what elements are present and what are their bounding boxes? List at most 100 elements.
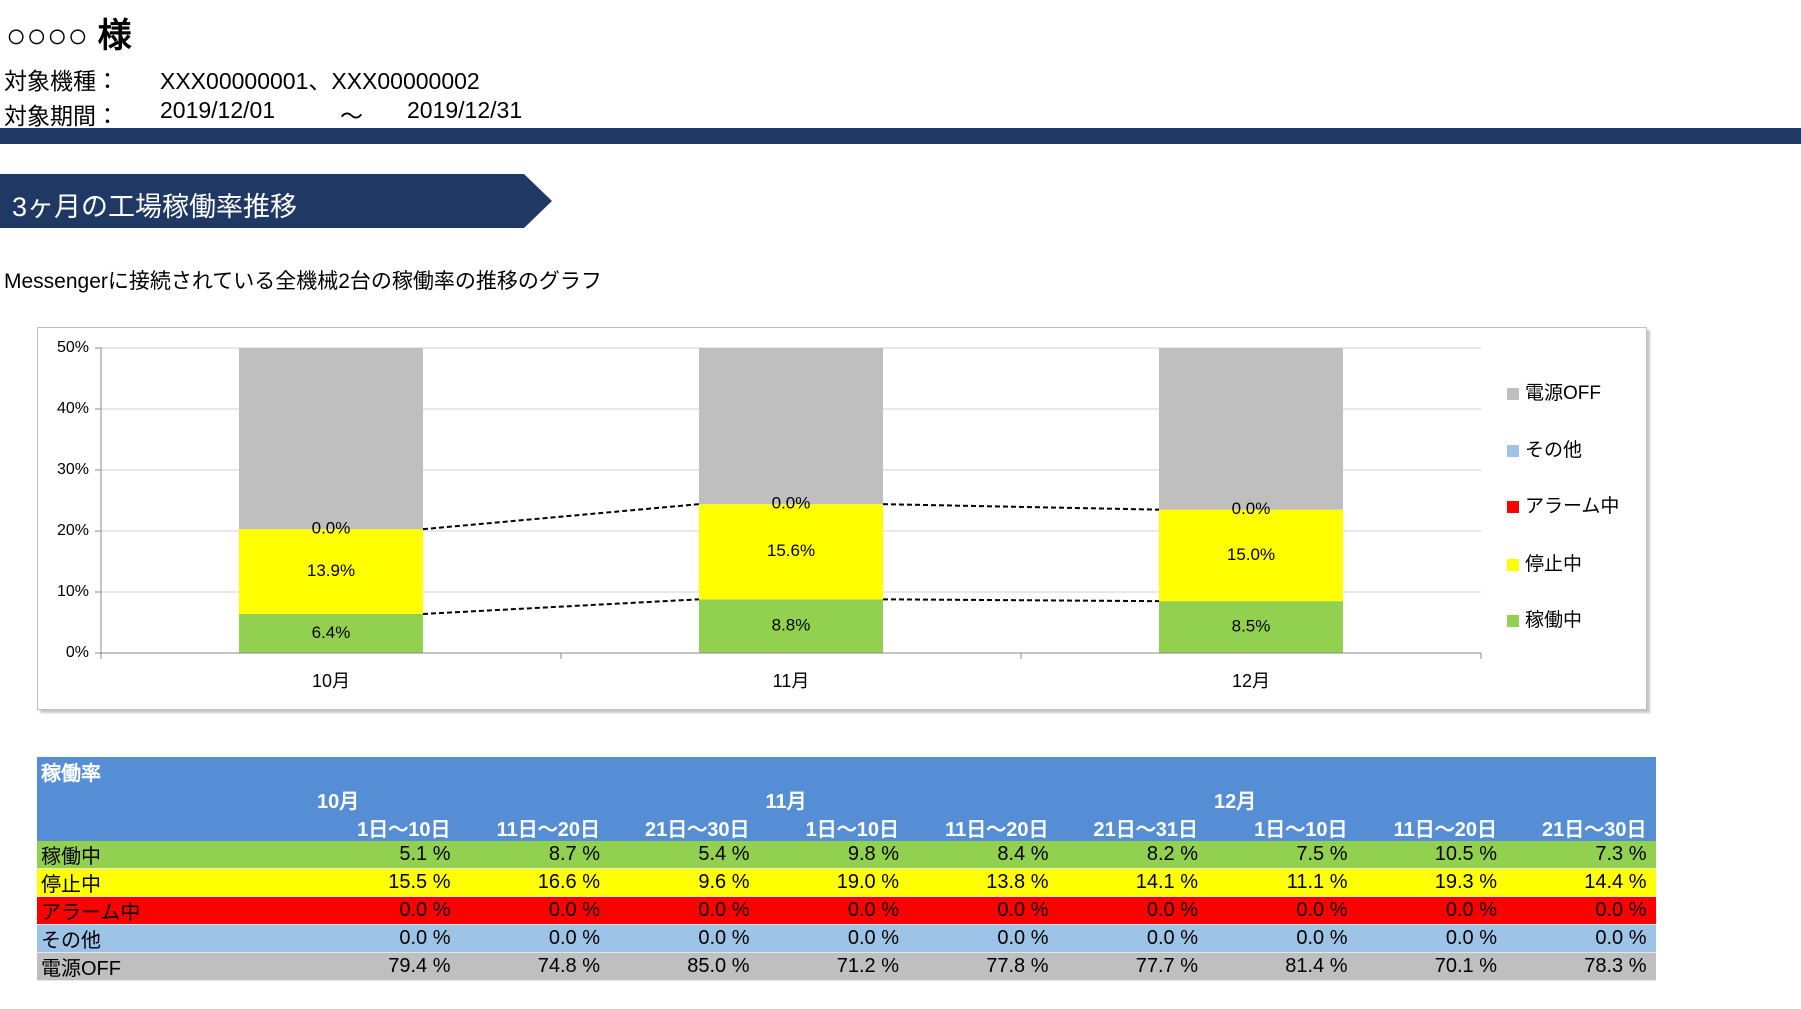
cell: 0.0 % <box>399 927 451 949</box>
bar-segment <box>1159 509 1343 602</box>
cell: 7.5 % <box>1296 843 1348 865</box>
data-label: 0.0% <box>312 519 351 538</box>
y-tick-label: 20% <box>57 522 89 539</box>
legend-swatch <box>1507 559 1519 571</box>
data-label: 15.6% <box>767 541 815 560</box>
period-header: 1日～10日 <box>1254 818 1348 841</box>
cell: 14.4 % <box>1584 871 1647 893</box>
value: XXX00000001、XXX00000002 <box>160 68 480 94</box>
cell: 19.0 % <box>836 871 899 893</box>
label: 対象期間： <box>4 103 119 129</box>
value: 2019/12/01 <box>160 97 276 123</box>
bar-segment <box>1159 601 1343 653</box>
cell: 0.0 % <box>1595 927 1647 949</box>
period-header: 1日～10日 <box>357 818 451 841</box>
section-title: 3ヶ月の工場稼働率推移 <box>12 192 298 222</box>
cell: 15.5 % <box>388 871 451 893</box>
bar-segment <box>239 613 423 653</box>
legend-label: 稼働中 <box>1525 609 1582 631</box>
x-tick-label: 10月 <box>312 671 350 691</box>
cell: 77.7 % <box>1135 955 1198 977</box>
data-row: アラーム中 0.0 % 0.0 % 0.0 % 0.0 % 0.0 % 0.0 % 0.0 %… <box>37 897 1656 925</box>
cell: 0.0 % <box>847 927 899 949</box>
period-header: 21日～30日 <box>1542 818 1647 841</box>
data-label: 0.0% <box>1232 499 1271 518</box>
period-row: 1日～10日 11日～20日 21日～30日 1日～10日 11日～20日 21日～31日… <box>37 813 1656 841</box>
cell: 9.8 % <box>847 843 899 865</box>
month-header: 12月 <box>1214 790 1257 813</box>
legend-label: その他 <box>1525 439 1582 461</box>
banner <box>0 174 552 228</box>
cell: 78.3 % <box>1584 955 1647 977</box>
legend-swatch <box>1507 388 1519 400</box>
cell: 13.8 % <box>986 871 1049 893</box>
period-header: 11日～20日 <box>1393 818 1497 841</box>
bar-segment <box>699 348 883 505</box>
trend-line <box>882 503 1160 511</box>
cell: 14.1 % <box>1135 871 1198 893</box>
cell: 7.3 % <box>1595 843 1647 865</box>
data-row: 稼働中 5.1 % 8.7 % 5.4 % 9.8 % 8.4 % 8.2 % 7.5 % 10… <box>37 841 1656 869</box>
bar-segment <box>239 529 423 614</box>
cell: 0.0 % <box>1445 899 1497 921</box>
period-header: 11日～20日 <box>945 818 1049 841</box>
cell: 0.0 % <box>399 899 451 921</box>
description: Messengerに接続されている全機械2台の稼働率の推移のグラフ <box>4 270 602 293</box>
cell: 70.1 % <box>1434 955 1497 977</box>
data-label: 0.0% <box>772 494 811 513</box>
cell: 0.0 % <box>1296 899 1348 921</box>
cell: 71.2 % <box>836 955 899 977</box>
table-title-row: 稼働率 <box>37 757 1656 785</box>
data-label: 15.0% <box>1227 545 1275 564</box>
cell: 0.0 % <box>1445 927 1497 949</box>
bar-segment <box>699 504 883 600</box>
legend-label: 停止中 <box>1525 553 1582 575</box>
data-label: 8.5% <box>1232 617 1271 636</box>
data-label: 8.8% <box>772 616 811 635</box>
legend-label: 電源OFF <box>1525 382 1601 404</box>
y-tick-label: 50% <box>57 339 89 356</box>
period-header: 11日～20日 <box>496 818 600 841</box>
cell: 16.6 % <box>537 871 600 893</box>
cell: 85.0 % <box>687 955 750 977</box>
divider <box>0 128 1801 144</box>
cell: 8.7 % <box>548 843 600 865</box>
cell: 0.0 % <box>1595 899 1647 921</box>
data-row: 電源OFF 79.4 % 74.8 % 85.0 % 71.2 % 77.8 % 77.7 … <box>37 953 1656 981</box>
cell: 0.0 % <box>1146 927 1198 949</box>
trend-line <box>422 503 700 531</box>
cell: 0.0 % <box>698 899 750 921</box>
data-row: その他 0.0 % 0.0 % 0.0 % 0.0 % 0.0 % 0.0 % 0.0 % 0.… <box>37 925 1656 953</box>
label: 対象機種： <box>4 68 119 94</box>
cell: 0.0 % <box>1296 927 1348 949</box>
row-label: 稼働中 <box>41 846 101 868</box>
period-header: 21日～31日 <box>1093 818 1199 841</box>
cell: 74.8 % <box>537 955 600 977</box>
cell: 77.8 % <box>986 955 1049 977</box>
chart-frame <box>37 327 1647 710</box>
x-tick-label: 11月 <box>773 671 810 691</box>
cell: 8.4 % <box>997 843 1049 865</box>
legend-swatch <box>1507 445 1519 457</box>
trend-line <box>422 598 700 615</box>
cell: 8.2 % <box>1146 843 1198 865</box>
cell: 10.5 % <box>1434 843 1497 865</box>
cell: 19.3 % <box>1434 871 1497 893</box>
bars <box>239 348 1343 653</box>
bar-segment <box>699 599 883 653</box>
data-row: 停止中 15.5 % 16.6 % 9.6 % 19.0 % 13.8 % 14.1 % 11… <box>37 869 1656 897</box>
row-label: 停止中 <box>41 874 101 896</box>
cell: 81.4 % <box>1285 955 1348 977</box>
row-label: その他 <box>41 930 101 952</box>
cell: 79.4 % <box>388 955 451 977</box>
cell: 0.0 % <box>1146 899 1198 921</box>
cell: 0.0 % <box>548 899 600 921</box>
legend-swatch <box>1507 615 1519 627</box>
table: 稼働率 10月 11月 12月 1日～10日 11日～20日 21日～30日 1日～10日 11… <box>37 757 1656 981</box>
cell: 0.0 % <box>548 927 600 949</box>
bar-segment <box>239 348 423 530</box>
y-tick-label: 30% <box>57 461 89 478</box>
trend-line <box>882 598 1160 603</box>
row-label: アラーム中 <box>41 902 141 924</box>
